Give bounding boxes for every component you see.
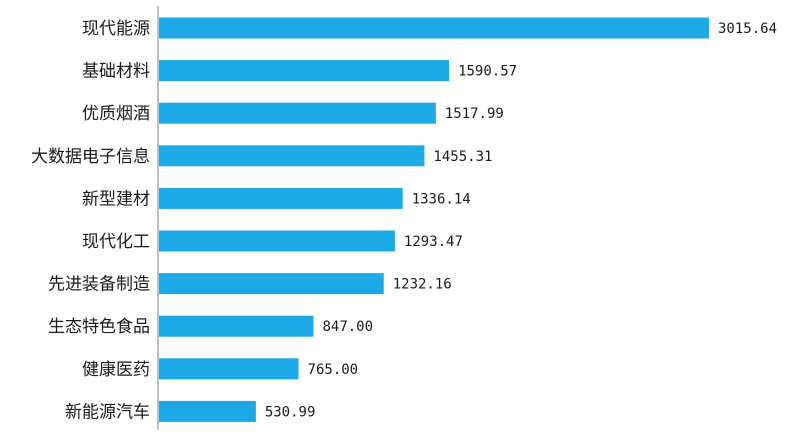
bar-3 bbox=[159, 102, 436, 124]
value-label-2: 1590.57 bbox=[458, 64, 517, 80]
bar-9 bbox=[159, 358, 299, 380]
value-label-1: 3015.64 bbox=[718, 21, 777, 37]
bar-5 bbox=[159, 187, 403, 209]
bar-2 bbox=[159, 60, 450, 82]
value-labels-group: 3015.64 1590.57 1517.99 1455.31 1336.14 1293.… bbox=[265, 21, 777, 420]
category-label-1: 现代能源 bbox=[82, 19, 150, 39]
bar-7 bbox=[159, 273, 384, 295]
value-label-8: 847.00 bbox=[322, 319, 373, 335]
category-labels-group: 现代能源基础材料优质烟酒大数据电子信息新型建材现代化工先进装备制造生态特色食品健… bbox=[31, 19, 150, 422]
value-label-3: 1517.99 bbox=[445, 106, 504, 122]
category-label-10: 新能源汽车 bbox=[65, 402, 150, 422]
bar-4 bbox=[159, 145, 425, 167]
value-label-10: 530.99 bbox=[265, 404, 316, 420]
category-label-5: 新型建材 bbox=[82, 189, 150, 209]
value-label-5: 1336.14 bbox=[412, 191, 471, 207]
bar-8 bbox=[159, 315, 314, 337]
bars-group bbox=[159, 17, 709, 422]
category-label-9: 健康医药 bbox=[82, 360, 150, 380]
value-label-6: 1293.47 bbox=[404, 234, 463, 250]
category-label-3: 优质烟酒 bbox=[82, 104, 150, 124]
category-label-8: 生态特色食品 bbox=[48, 317, 150, 337]
category-label-2: 基础材料 bbox=[82, 62, 150, 82]
category-label-7: 先进装备制造 bbox=[48, 275, 150, 295]
bar-10 bbox=[159, 400, 256, 422]
category-label-6: 现代化工 bbox=[82, 232, 150, 252]
bar-6 bbox=[159, 230, 395, 252]
category-label-4: 大数据电子信息 bbox=[31, 147, 150, 167]
value-label-7: 1232.16 bbox=[393, 277, 452, 293]
value-label-9: 765.00 bbox=[308, 362, 359, 378]
value-label-4: 1455.31 bbox=[433, 149, 492, 165]
bar-1 bbox=[159, 17, 709, 39]
